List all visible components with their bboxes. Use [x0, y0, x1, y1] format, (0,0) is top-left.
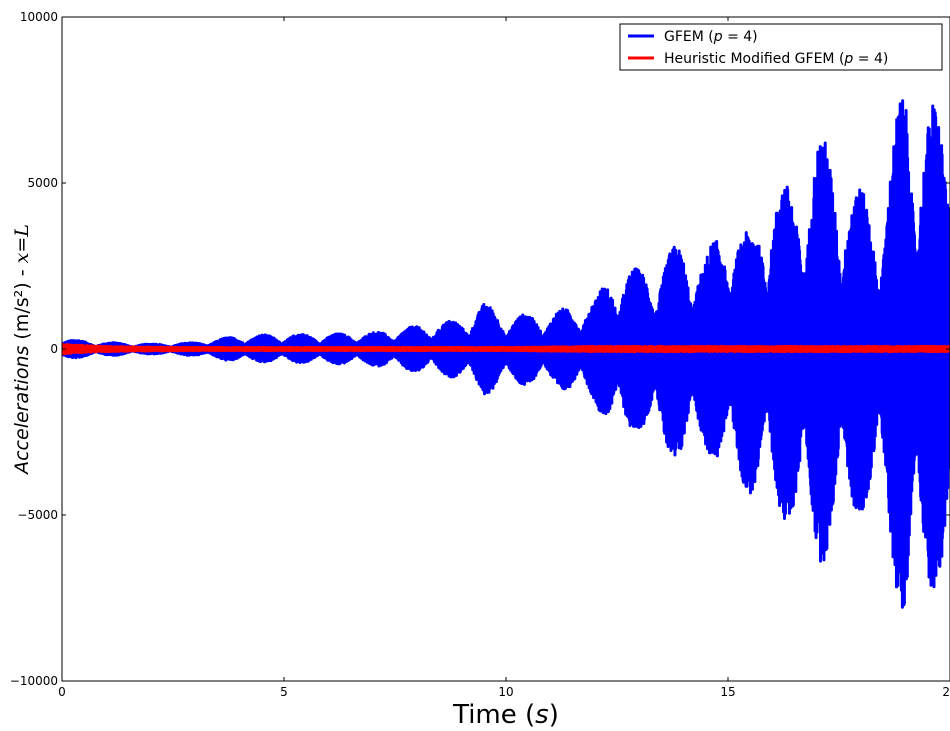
series-line-heuristic — [62, 343, 950, 356]
y-tick-label: 0 — [50, 342, 58, 356]
series-line-gfem — [62, 99, 950, 609]
legend-box — [619, 23, 943, 71]
x-tick-label: 20 — [942, 685, 950, 699]
x-tick-label: 10 — [498, 685, 513, 699]
x-tick-label: 5 — [280, 685, 288, 699]
legend-label-heuristic: Heuristic Modified GFEM (p = 4) — [664, 51, 888, 67]
ticks-layer: 0 5 10 15 20 10000 5000 0 −5000 −10000 — [10, 10, 950, 699]
y-axis-label: Accelerations (m/s²) - x=L — [11, 224, 33, 476]
y-tick-label: −5000 — [17, 508, 58, 522]
x-tick-label: 0 — [58, 685, 66, 699]
y-tick-label: 10000 — [20, 10, 58, 24]
legend-label-gfem: GFEM (p = 4) — [664, 29, 758, 45]
y-tick-label: 5000 — [27, 176, 58, 190]
x-axis-label: Time (s) — [452, 700, 559, 730]
series-layer — [62, 99, 950, 609]
legend: GFEM (p = 4) Heuristic Modified GFEM (p … — [619, 23, 943, 71]
y-tick-label: −10000 — [10, 674, 58, 688]
x-tick-label: 15 — [720, 685, 735, 699]
